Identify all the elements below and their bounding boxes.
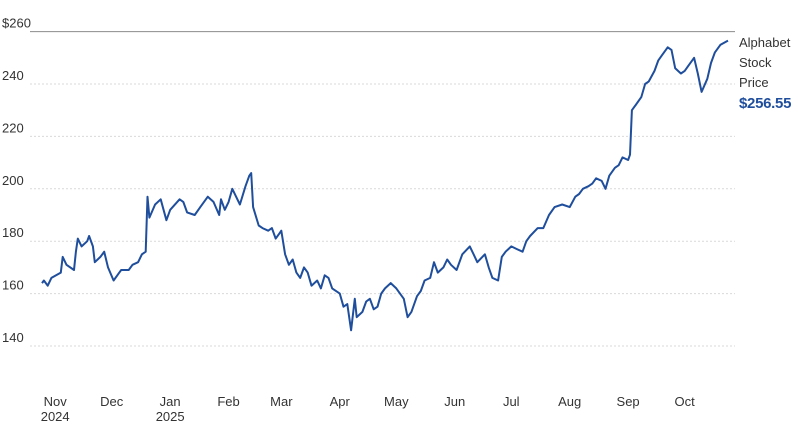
x-tick-label: Feb [217,394,239,409]
y-tick-label: 240 [2,68,24,83]
x-tick-label: Jan [160,394,181,409]
legend-name-word: Stock [739,55,772,70]
x-tick-label: Oct [675,394,696,409]
x-tick-label: Jun [444,394,465,409]
y-axis-ticks: $260 240 220 200 180 160 140 [2,16,31,345]
legend-last-price: $256.55 [739,95,792,112]
legend-name-word: Price [739,75,769,90]
x-tick-label: Mar [270,394,293,409]
legend-name-word: Alphabet [739,35,791,50]
legend-series-name: Alphabet Stock Price [739,33,797,93]
x-tick-label: Dec [100,394,124,409]
x-tick-sublabel: 2024 [41,409,70,424]
y-tick-label: $260 [2,16,31,31]
series-line [41,39,729,332]
y-tick-label: 200 [2,173,24,188]
x-tick-sublabel: 2025 [156,409,185,424]
x-tick-label: Jul [503,394,520,409]
x-tick-label: Nov [44,394,68,409]
grid-lines [30,31,735,347]
y-tick-label: 180 [2,225,24,240]
y-tick-label: 140 [2,330,24,345]
y-tick-label: 220 [2,120,24,135]
x-tick-label: Sep [617,394,640,409]
y-tick-label: 160 [2,278,24,293]
series-layer [41,39,729,332]
x-tick-label: Aug [558,394,581,409]
x-tick-label: May [384,394,409,409]
series-legend: Alphabet Stock Price $256.55 [739,33,797,115]
x-tick-label: Apr [330,394,351,409]
